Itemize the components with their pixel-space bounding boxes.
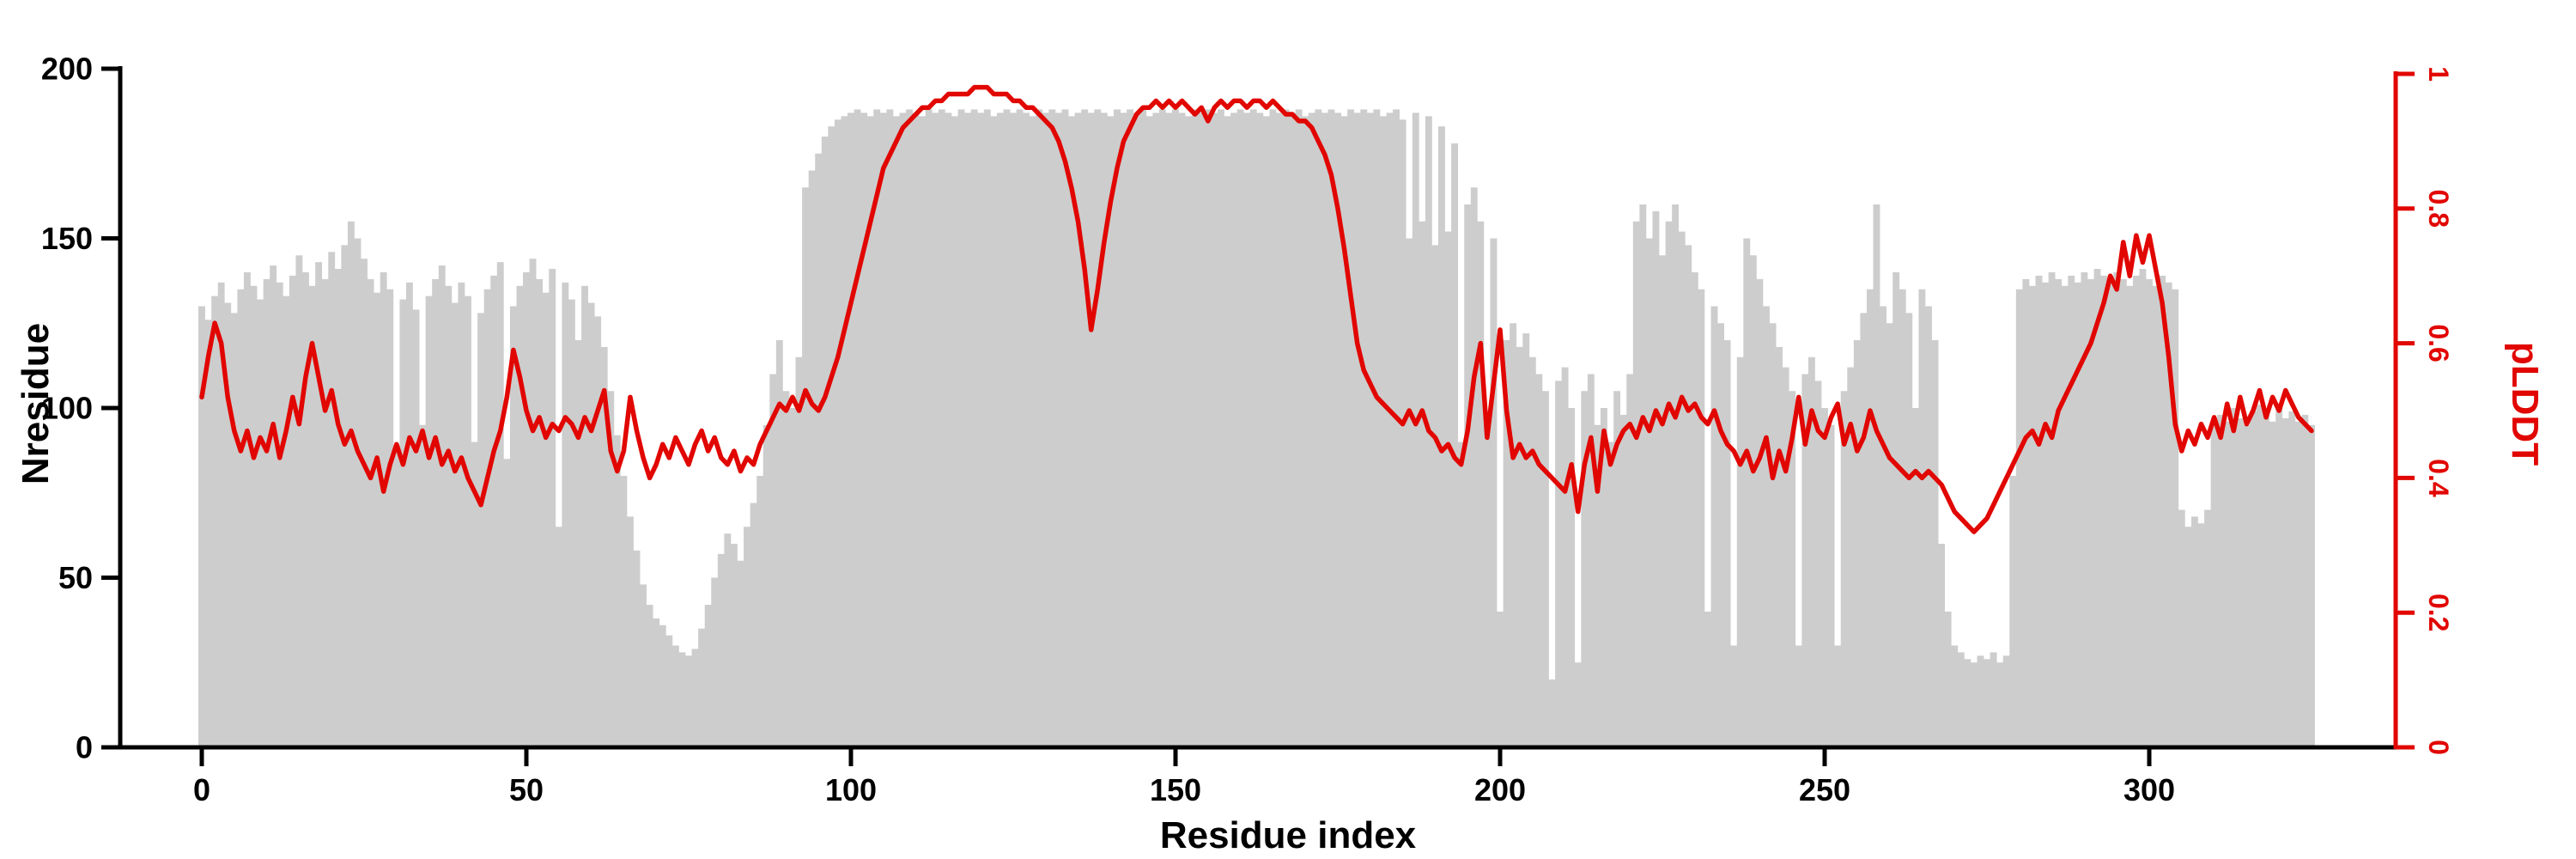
svg-text:0: 0 — [193, 772, 210, 807]
svg-text:50: 50 — [58, 560, 93, 595]
svg-text:150: 150 — [1150, 772, 1201, 807]
svg-text:0.4: 0.4 — [2423, 459, 2454, 497]
svg-text:100: 100 — [825, 772, 877, 807]
right-axis-label: pLDDT — [2504, 341, 2546, 466]
left-axis-label: Nresidue — [15, 322, 57, 485]
svg-text:50: 50 — [509, 772, 544, 807]
svg-text:1: 1 — [2423, 66, 2454, 82]
svg-text:0.8: 0.8 — [2423, 190, 2454, 228]
svg-text:0.6: 0.6 — [2423, 324, 2454, 362]
svg-text:0: 0 — [2423, 740, 2454, 755]
svg-text:200: 200 — [41, 52, 93, 87]
svg-text:150: 150 — [41, 221, 93, 256]
x-axis-label: Residue index — [1159, 814, 1417, 856]
svg-text:0.2: 0.2 — [2423, 594, 2454, 631]
svg-text:100: 100 — [41, 391, 93, 426]
svg-text:0: 0 — [76, 730, 93, 765]
svg-text:200: 200 — [1474, 772, 1526, 807]
svg-text:250: 250 — [1799, 772, 1850, 807]
svg-text:300: 300 — [2123, 772, 2175, 807]
